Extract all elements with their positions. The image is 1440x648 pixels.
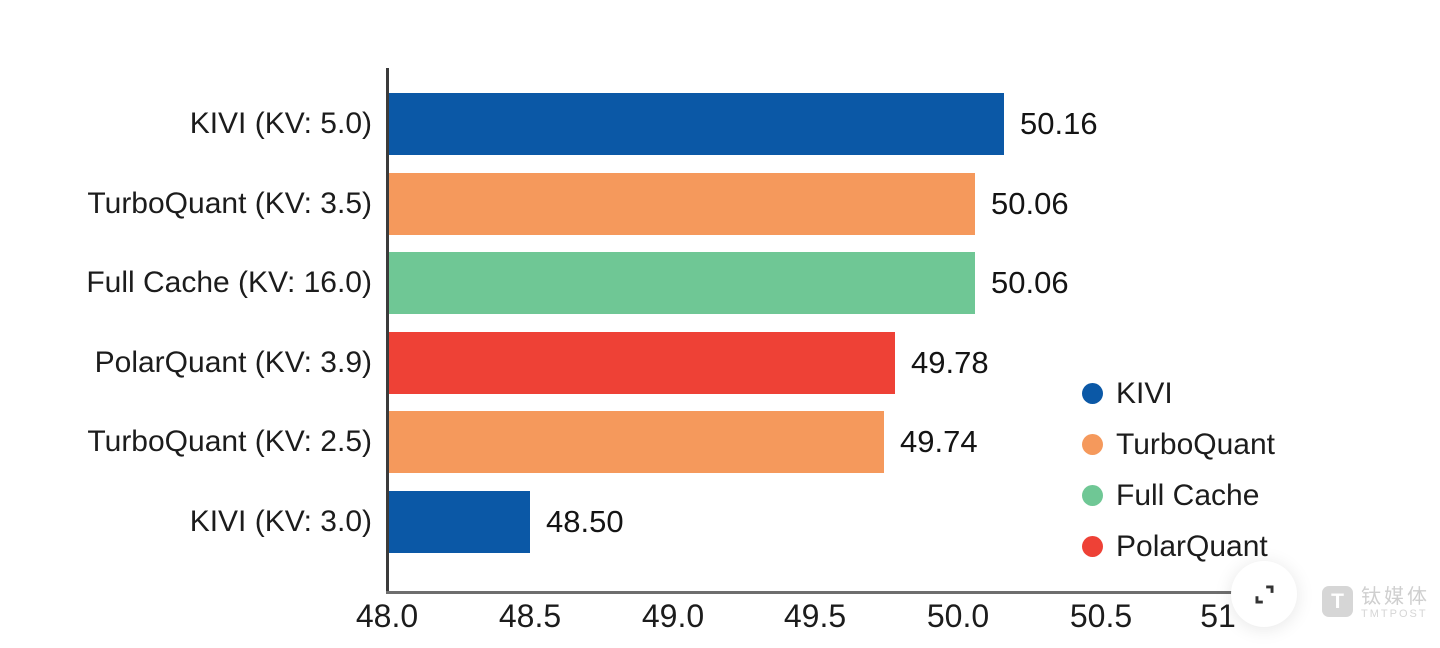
category-label-1: TurboQuant (KV: 3.5) bbox=[87, 186, 372, 220]
x-tick-label-4: 50.0 bbox=[926, 598, 990, 634]
x-tick-label-3: 49.5 bbox=[783, 598, 847, 634]
category-label-5: KIVI (KV: 3.0) bbox=[189, 504, 372, 538]
watermark-text: 钛媒体 TMTPOST bbox=[1361, 586, 1430, 620]
value-label-3: 49.78 bbox=[911, 344, 989, 380]
legend-marker-icon bbox=[1082, 383, 1103, 404]
tmtpost-logo-letter: T bbox=[1331, 589, 1344, 613]
legend-label-1: TurboQuant bbox=[1116, 427, 1275, 461]
bar-5 bbox=[389, 490, 530, 553]
category-label-0: KIVI (KV: 5.0) bbox=[189, 107, 372, 140]
expand-icon bbox=[1255, 585, 1274, 604]
value-label-0: 50.16 bbox=[1020, 106, 1098, 141]
x-tick-label-5: 50.5 bbox=[1069, 598, 1133, 634]
category-label-2: Full Cache (KV: 16.0) bbox=[86, 266, 372, 299]
legend-label-0: KIVI bbox=[1116, 376, 1173, 410]
legend-label-2: Full Cache bbox=[1116, 478, 1260, 512]
legend-label-3: PolarQuant bbox=[1116, 529, 1268, 563]
legend-item-1: TurboQuant bbox=[1082, 419, 1275, 470]
x-axis-line bbox=[386, 591, 1244, 594]
bar-0 bbox=[389, 93, 1004, 155]
value-label-1: 50.06 bbox=[991, 185, 1069, 221]
bar-2 bbox=[389, 252, 975, 314]
legend-item-0: KIVI bbox=[1082, 368, 1275, 419]
x-tick-label-6: 51 bbox=[1200, 598, 1236, 634]
expand-button[interactable] bbox=[1231, 561, 1297, 627]
x-tick-label-0: 48.0 bbox=[355, 598, 419, 634]
value-label-5: 48.50 bbox=[546, 503, 624, 539]
legend-marker-icon bbox=[1082, 485, 1103, 506]
y-axis-line bbox=[386, 68, 389, 594]
watermark-name-en: TMTPOST bbox=[1361, 608, 1428, 620]
legend-item-2: Full Cache bbox=[1082, 470, 1275, 521]
x-tick-label-1: 48.5 bbox=[498, 598, 562, 634]
tmtpost-logo-icon: T bbox=[1322, 586, 1353, 617]
legend-marker-icon bbox=[1082, 536, 1103, 557]
bar-4 bbox=[389, 411, 884, 473]
legend-item-3: PolarQuant bbox=[1082, 521, 1275, 572]
value-label-2: 50.06 bbox=[991, 265, 1069, 300]
category-label-3: PolarQuant (KV: 3.9) bbox=[94, 345, 372, 379]
legend: KIVI TurboQuant Full Cache PolarQuant bbox=[1082, 368, 1275, 572]
x-tick-label-2: 49.0 bbox=[641, 598, 705, 634]
legend-marker-icon bbox=[1082, 434, 1103, 455]
watermark: T 钛媒体 TMTPOST bbox=[1322, 586, 1430, 620]
watermark-name-cn: 钛媒体 bbox=[1361, 586, 1430, 608]
bar-1 bbox=[389, 172, 975, 235]
value-label-4: 49.74 bbox=[900, 424, 978, 459]
bar-3 bbox=[389, 331, 895, 394]
category-label-4: TurboQuant (KV: 2.5) bbox=[87, 425, 372, 458]
